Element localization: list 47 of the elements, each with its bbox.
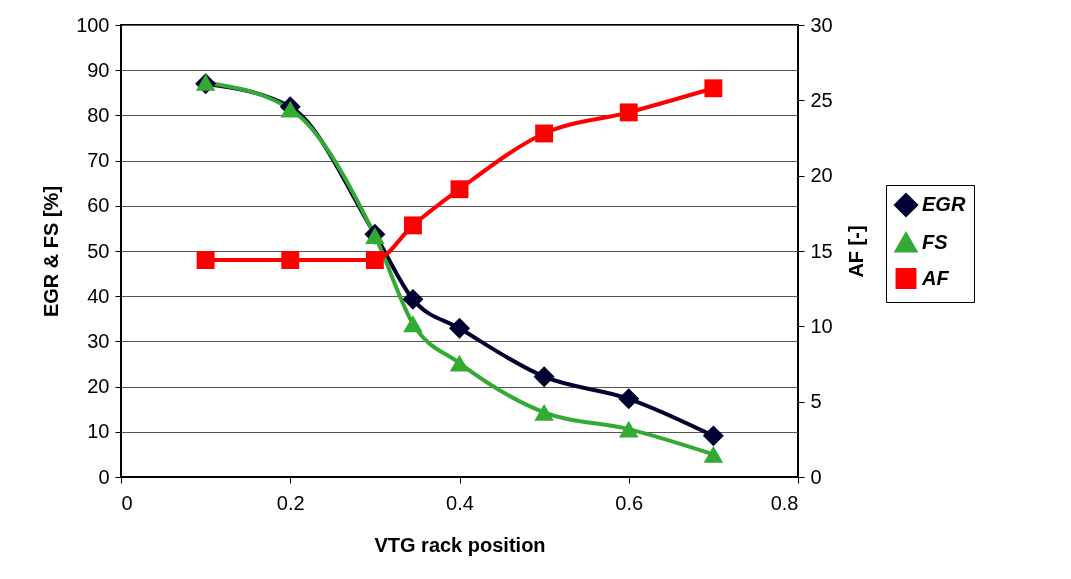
y-axis-title: EGR & FS [%] — [40, 185, 63, 318]
y-tick-label: 60 — [87, 194, 110, 217]
point — [449, 354, 470, 372]
point — [404, 216, 422, 235]
y2-tick-label: 15 — [810, 239, 833, 262]
y2-tick-label: 20 — [810, 164, 833, 187]
point — [702, 425, 724, 447]
x-axis-title: VTG rack position — [374, 533, 546, 556]
y-tick-label: 30 — [87, 329, 110, 352]
x-tick-label: 0.2 — [276, 491, 305, 514]
point — [535, 124, 554, 143]
legend-label: AF — [921, 266, 950, 289]
point — [365, 251, 384, 269]
point — [619, 420, 639, 438]
y2-tick-label: 25 — [810, 88, 833, 111]
y2-tick-label: 30 — [810, 13, 833, 36]
y-tick-label: 70 — [87, 149, 110, 172]
y-tick-label: 40 — [87, 284, 110, 307]
y2-tick-label: 5 — [810, 390, 822, 413]
y-tick-label: 50 — [87, 239, 110, 262]
x-tick-label: 0.8 — [770, 491, 799, 514]
y-tick-label: 100 — [76, 13, 110, 36]
point — [618, 388, 640, 410]
y-tick-label: 10 — [87, 420, 110, 443]
legend-label: FS — [922, 230, 949, 253]
point — [619, 103, 638, 122]
x-tick-label: 0.6 — [615, 491, 644, 514]
point — [533, 366, 555, 388]
point — [281, 251, 300, 269]
y-tick-label: 0 — [98, 465, 110, 488]
point — [196, 251, 215, 269]
y2-tick-label: 0 — [810, 465, 822, 488]
x-tick-label: 0.4 — [446, 491, 474, 514]
point — [704, 79, 723, 98]
x-tick-label: 0 — [121, 491, 133, 514]
y-tick-label: 90 — [87, 58, 110, 81]
point — [703, 445, 724, 463]
y-tick-label: 20 — [87, 375, 110, 398]
point — [534, 403, 554, 421]
point — [403, 315, 423, 333]
point — [402, 288, 424, 310]
y2-axis-title: AF [-] — [844, 225, 867, 278]
point — [450, 180, 469, 199]
y-tick-label: 80 — [87, 103, 110, 126]
y2-tick-label: 10 — [810, 314, 833, 337]
point — [449, 317, 470, 339]
legend-label: EGR — [922, 193, 966, 215]
